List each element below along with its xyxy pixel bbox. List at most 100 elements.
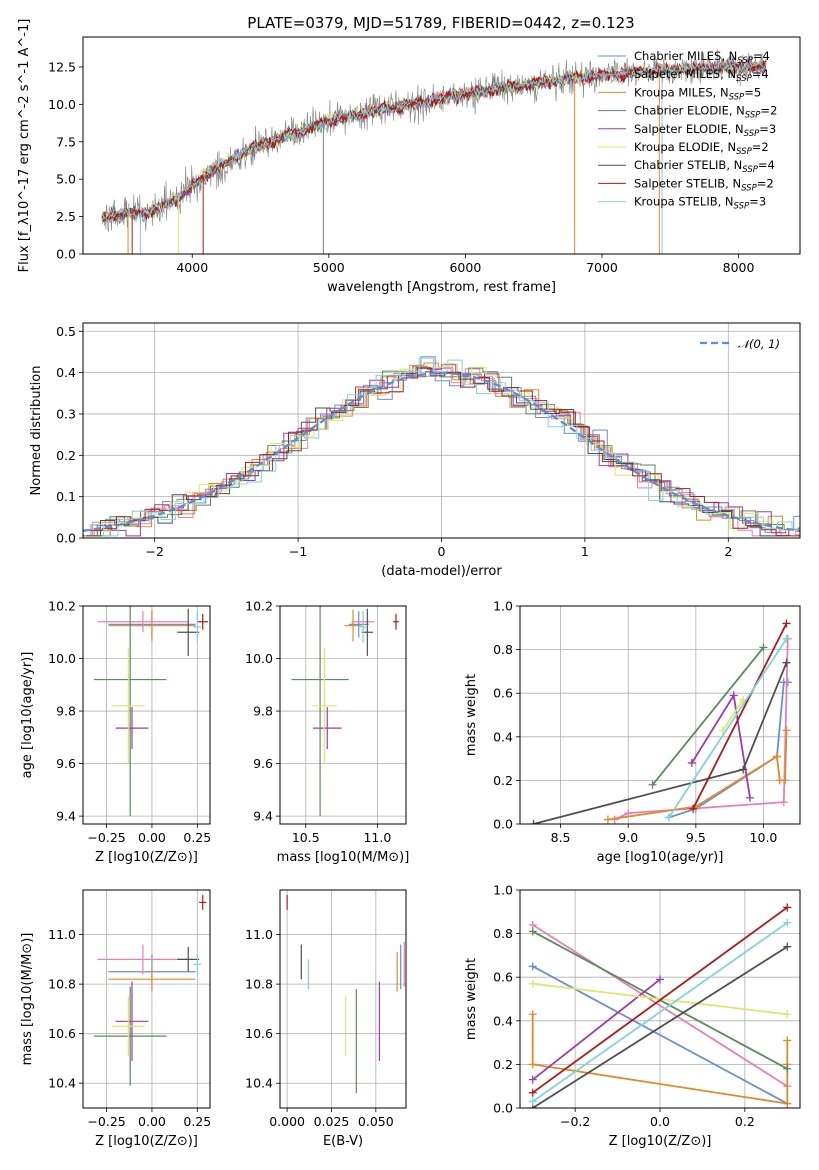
plus-marker bbox=[783, 918, 792, 927]
legend-model-name: Salpeter MILES bbox=[634, 67, 720, 81]
plus-marker bbox=[783, 1036, 792, 1045]
plus-marker bbox=[528, 1088, 537, 1097]
massweight_vs_Z-ytick-label: 0.2 bbox=[493, 1057, 513, 1072]
plus-marker bbox=[528, 927, 537, 936]
massweight_vs_Z-ytick-label: 0.4 bbox=[493, 1013, 513, 1028]
spectrum-xtick-label: 5000 bbox=[313, 260, 345, 275]
massweight_vs_age-xlabel: age [log10(age/yr)] bbox=[597, 850, 724, 865]
plus-marker bbox=[782, 726, 791, 735]
legend-nssp-eq: = bbox=[752, 140, 762, 154]
residuals-ytick-label: 0.5 bbox=[56, 324, 76, 339]
age_vs_mass-frame bbox=[279, 605, 407, 825]
massweight_vs_Z-frame bbox=[519, 889, 801, 1109]
massweight_vs_age-frame bbox=[519, 605, 801, 825]
errorbar-point bbox=[108, 966, 196, 992]
mass_vs_Z-axes: −0.25 0.00 0.25 10.4 10.6 10.8 11.0 Z [log10(Z/… bbox=[20, 889, 211, 1149]
plus-marker bbox=[689, 804, 698, 813]
errorbar-point bbox=[115, 981, 149, 1061]
massweight-line-kroupa-stelib bbox=[668, 638, 788, 818]
legend-entry: Kroupa ELODIE, NSSP=2 bbox=[634, 140, 769, 157]
errorbar-point bbox=[360, 611, 366, 643]
residuals-axes: −2 −1 0 1 2 0.0 0.1 0.2 0.3 0.4 0.5 (data-model)/er… bbox=[29, 322, 801, 579]
mass_vs_Z-ylabel: mass [log10(M/M⊙)] bbox=[20, 933, 35, 1066]
residuals-legend: 𝒩(0, 1) bbox=[700, 337, 780, 351]
spectrum-xtick-label: 7000 bbox=[586, 260, 618, 275]
massweight_vs_Z-xlabel: Z [log10(Z/Z⊙)] bbox=[609, 1134, 712, 1149]
legend-nssp-value: 3 bbox=[769, 122, 776, 136]
legend-model-name: Kroupa ELODIE bbox=[634, 140, 720, 154]
legend-entry: Chabrier ELODIE, NSSP=2 bbox=[634, 104, 777, 121]
mass_vs_EBV-ytick-label: 10.8 bbox=[245, 977, 273, 992]
legend-entry: Salpeter ELODIE, NSSP=3 bbox=[634, 122, 776, 139]
spectrum-axes: 4000 5000 6000 7000 8000 0.0 2.5 5.0 7.5 10.0 12.5… bbox=[17, 19, 801, 295]
legend-entry: Chabrier STELIB, NSSP=4 bbox=[634, 158, 775, 175]
errorbar-point bbox=[112, 996, 145, 1056]
plus-marker bbox=[528, 1075, 537, 1084]
age_vs_Z-ytick-label: 9.4 bbox=[56, 809, 76, 824]
legend-nssp-eq: = bbox=[758, 158, 768, 172]
age_vs_Z-grid bbox=[83, 605, 210, 824]
panel-age_vs_mass: 10.5 11.0 9.4 9.6 9.8 10.0 10.2 mass [log10(M/M… bbox=[245, 599, 409, 866]
legend-nssp-value: 4 bbox=[761, 67, 768, 81]
plus-marker bbox=[783, 1064, 792, 1073]
age_vs_mass-ytick-label: 10.2 bbox=[245, 599, 273, 614]
plus-marker bbox=[528, 962, 537, 971]
spectrum-xtick-label: 6000 bbox=[449, 260, 481, 275]
age_vs_mass-axes: 10.5 11.0 9.4 9.6 9.8 10.0 10.2 mass [log10(M/M… bbox=[245, 599, 409, 866]
age_vs_mass-plot-area bbox=[291, 606, 399, 817]
mass_vs_EBV-xlabel: E(B-V) bbox=[323, 1134, 363, 1149]
mass_vs_Z-xtick-label: 0.00 bbox=[138, 1114, 166, 1129]
spectrum-model-kroupa-stelib bbox=[101, 59, 767, 225]
legend-nssp-sub: SSP bbox=[744, 129, 760, 139]
legend-entry: Chabrier MILES, NSSP=4 bbox=[634, 49, 770, 66]
age_vs_mass-xlabel: mass [log10(M/M⊙)] bbox=[277, 850, 410, 865]
age_vs_mass-ytick-label: 9.4 bbox=[253, 809, 273, 824]
spectrum-frame bbox=[82, 36, 801, 255]
mass_vs_EBV-ytick-label: 10.6 bbox=[245, 1026, 273, 1041]
massweight_vs_age-plot-area bbox=[529, 619, 792, 824]
legend-nssp-prefix: , N bbox=[725, 176, 741, 190]
age_vs_Z-ytick-label: 10.0 bbox=[48, 651, 76, 666]
residuals-xtick-label: 0 bbox=[438, 544, 446, 559]
massweight-line-chabrier-stelib bbox=[533, 662, 788, 824]
age_vs_Z-frame bbox=[82, 605, 211, 825]
massweight_vs_Z-ytick-label: 0.6 bbox=[493, 970, 513, 985]
plus-marker bbox=[656, 975, 664, 984]
legend-nssp-sub: SSP bbox=[742, 165, 758, 175]
massweight_vs_age-xtick-label: 8.5 bbox=[551, 830, 571, 845]
massweight-line-salpeter-stelib bbox=[692, 622, 788, 810]
age_vs_Z-xlabel: Z [log10(Z/Z⊙)] bbox=[95, 850, 198, 865]
massweight-line-chabrier-stelib bbox=[532, 945, 788, 1108]
residual-hist-kroupa-stelib bbox=[89, 357, 800, 537]
mass_vs_EBV-xtick-label: 0.000 bbox=[269, 1114, 305, 1129]
plus-marker bbox=[529, 820, 538, 824]
errorbar-point bbox=[112, 648, 145, 764]
panel-mass_vs_EBV: 0.000 0.025 0.050 10.4 10.6 10.8 11.0 E(B-V) bbox=[245, 889, 407, 1149]
plus-marker bbox=[783, 903, 792, 912]
panel-spectrum: 4000 5000 6000 7000 8000 0.0 2.5 5.0 7.5 10.0 12.5… bbox=[17, 19, 801, 295]
massweight-line-salpeter-miles bbox=[532, 924, 788, 1087]
massweight-line-salpeter-elodie bbox=[691, 692, 751, 798]
spectrum-ytick-label: 10.0 bbox=[48, 97, 76, 112]
legend-nssp-prefix: , N bbox=[726, 158, 742, 172]
mass_vs_EBV-grid bbox=[280, 890, 406, 1108]
legend-nssp-prefix: , N bbox=[720, 140, 736, 154]
spectrum-ylabel: Flux [f_λ10^-17 erg cm^-2 s^-1 A^-1] bbox=[17, 19, 32, 273]
legend-entry: 𝒩(0, 1) bbox=[738, 337, 780, 351]
massweight_vs_age-ytick-label: 0.2 bbox=[493, 773, 513, 788]
massweight_vs_age-ytick-label: 1.0 bbox=[493, 599, 513, 614]
massweight_vs_Z-axes: −0.2 0.0 0.2 0.0 0.2 0.4 0.6 0.8 1.0 Z [log10(Z/Z… bbox=[464, 883, 801, 1149]
residuals-xtick-label: 1 bbox=[581, 544, 589, 559]
errorbar-point bbox=[115, 707, 149, 750]
plus-marker bbox=[528, 1097, 537, 1106]
plus-marker bbox=[759, 643, 768, 652]
residuals-ytick-label: 0.0 bbox=[56, 531, 76, 546]
legend-nssp-sub: SSP bbox=[729, 92, 745, 102]
massweight_vs_age-axes: 8.5 9.0 9.5 10.0 0.0 0.2 0.4 0.6 0.8 1.0 age [log1… bbox=[464, 599, 801, 865]
legend-nssp-eq: = bbox=[759, 122, 769, 136]
mass_vs_Z-xlabel: Z [log10(Z/Z⊙)] bbox=[95, 1134, 198, 1149]
spectrum-xtick-label: 4000 bbox=[176, 260, 208, 275]
residuals-ytick-label: 0.2 bbox=[56, 448, 76, 463]
plus-marker bbox=[745, 793, 754, 802]
age_vs_Z-axes: −0.25 0.00 0.25 9.4 9.6 9.8 10.0 10.2 Z [log10(Z… bbox=[20, 599, 211, 866]
